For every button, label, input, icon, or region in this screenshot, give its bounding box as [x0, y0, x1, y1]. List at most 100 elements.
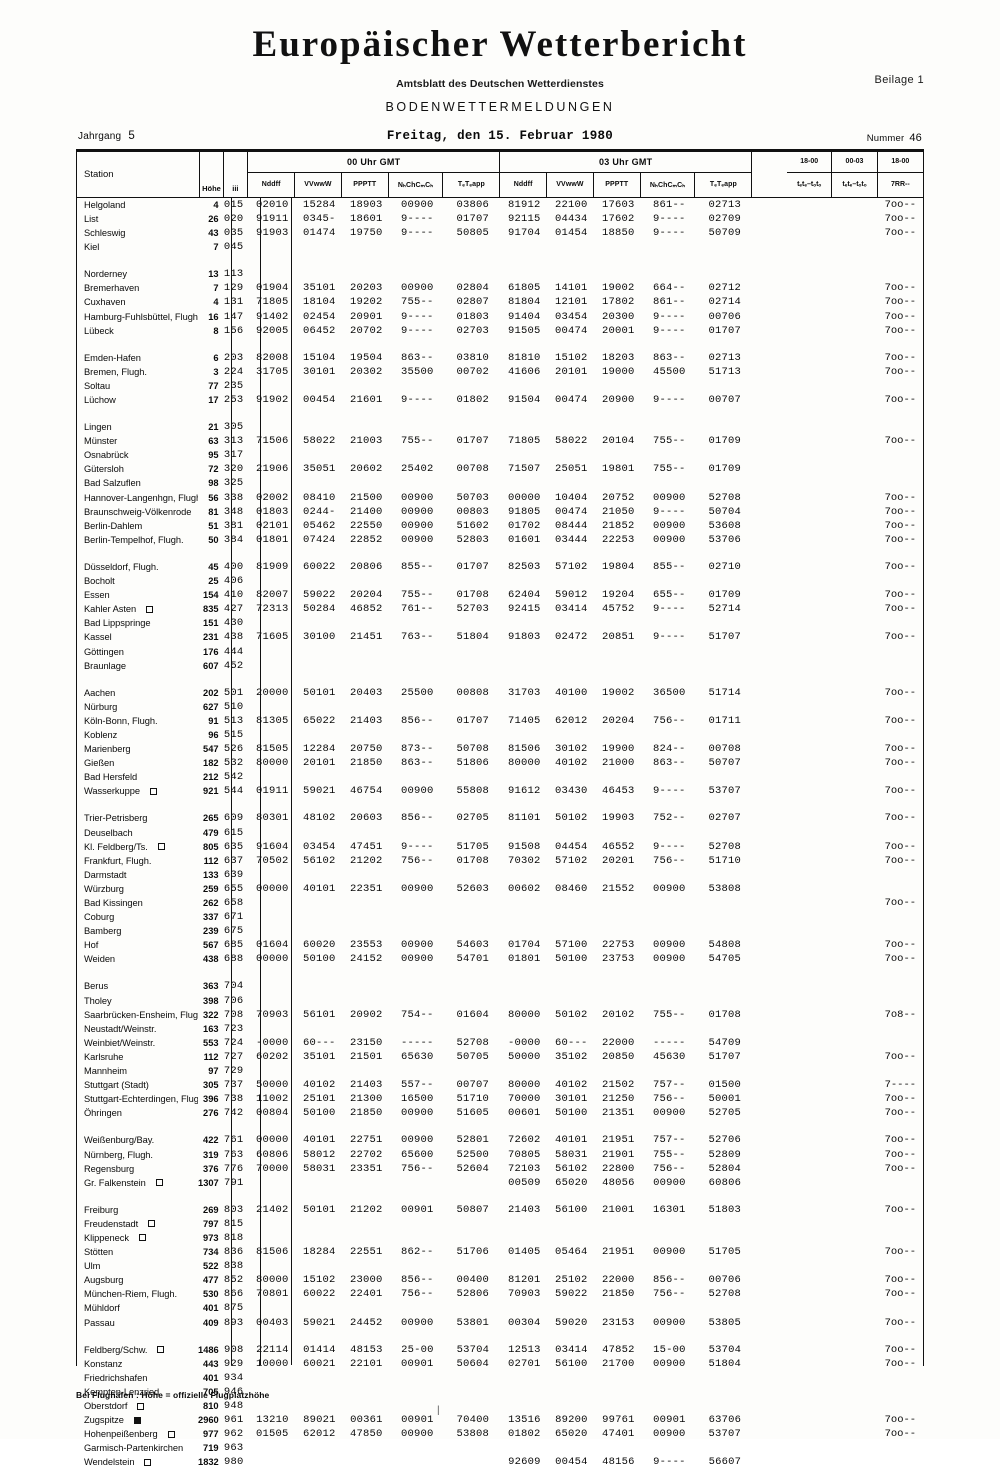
- table-row[interactable]: Hamburg-Fuhlsbüttel, Flugh. 16 147 91402 024…: [77, 310, 923, 324]
- table-row[interactable]: Saarbrücken-Ensheim, Flugh. 322 708 70903 56…: [77, 1008, 923, 1022]
- table-row[interactable]: Bad Salzuflen 98 325: [77, 476, 923, 490]
- table-row[interactable]: Lübeck 8 156 92005 06452 20702 9---- 02703 91505…: [77, 324, 923, 338]
- table-row[interactable]: Hof 567 685 01604 60020 23553 00900 54603 01704 5…: [77, 938, 923, 952]
- header-hoehe: Höhe: [200, 151, 224, 197]
- table-row[interactable]: Frankfurt, Flugh. 112 637 70502 56102 21202 75…: [77, 854, 923, 868]
- table-row[interactable]: München-Riem, Flugh. 530 866 70801 60022 2240…: [77, 1287, 923, 1301]
- summary-group: 7oo--: [787, 282, 923, 294]
- table-row[interactable]: Weiden 438 688 00000 50100 24152 00900 54701 018…: [77, 952, 923, 966]
- table-row[interactable]: Tholey 398 706: [77, 994, 923, 1008]
- table-row[interactable]: Lingen 21 305: [77, 420, 923, 434]
- table-row[interactable]: Bamberg 239 675: [77, 924, 923, 938]
- table-row[interactable]: Ulm 522 838: [77, 1259, 923, 1273]
- table-row[interactable]: Münster 63 313 71506 58022 21003 755-- 01707 718…: [77, 434, 923, 448]
- table-row[interactable]: Stötten 734 836 81506 18284 22551 862-- 51706 01…: [77, 1245, 923, 1259]
- table-row[interactable]: Kahler Asten 835 427 72313 50284 46852 761-- 52…: [77, 602, 923, 616]
- table-row[interactable]: Bremen, Flugh. 3 224 31705 30101 20302 35500 00…: [77, 365, 923, 379]
- table-row[interactable]: Koblenz 96 515: [77, 728, 923, 742]
- obs-00-group: 31705 30101 20302 35500 00702: [249, 366, 501, 378]
- table-row[interactable]: Stuttgart-Echterdingen, Flugh. 396 738 1100…: [77, 1092, 923, 1106]
- table-row[interactable]: Weinbiet/Weinstr. 553 724 -0000 60--- 23150 --…: [77, 1036, 923, 1050]
- table-row[interactable]: Bad Lippspringe 151 430: [77, 616, 923, 630]
- table-row[interactable]: Osnabrück 95 317: [77, 448, 923, 462]
- table-row[interactable]: Öhringen 276 742 00804 50100 21850 00900 51605 0…: [77, 1106, 923, 1120]
- table-row[interactable]: Bad Hersfeld 212 542: [77, 770, 923, 784]
- table-row[interactable]: Kempten-Lenzried 705 946: [77, 1385, 923, 1399]
- table-row[interactable]: Düsseldorf, Flugh. 45 400 81909 60022 20806 85…: [77, 560, 923, 574]
- table-row[interactable]: Köln-Bonn, Flugh. 91 513 81305 65022 21403 856…: [77, 714, 923, 728]
- station-label: Bad Kissingen: [84, 898, 143, 909]
- table-row[interactable]: Wasserkuppe 921 544 01911 59021 46754 00900 558…: [77, 784, 923, 798]
- obs-03-cell: 57102: [555, 560, 588, 573]
- obs-03-cell: 22753: [602, 939, 635, 952]
- table-row[interactable]: Kassel 231 438 71605 30100 21451 763-- 51804 918…: [77, 630, 923, 644]
- table-row[interactable]: Gr. Falkenstein 1307 791 00509 65020 48056 009…: [77, 1176, 923, 1190]
- table-row[interactable]: Regensburg 376 776 70000 58031 23351 756-- 5260…: [77, 1162, 923, 1176]
- table-row[interactable]: Nürnberg, Flugh. 319 763 60806 58012 22702 656…: [77, 1147, 923, 1161]
- station-label: Helgoland: [84, 199, 126, 210]
- table-row[interactable]: Augsburg 477 852 80000 15102 23000 856-- 00400 8…: [77, 1273, 923, 1287]
- table-row[interactable]: Schleswig 43 035 91903 01474 19750 9---- 50805 9…: [77, 226, 923, 240]
- table-row[interactable]: Klippeneck 973 818: [77, 1231, 923, 1245]
- station-index: 410: [223, 589, 244, 602]
- table-row[interactable]: Gießen 182 532 80000 20101 21850 863-- 51806 800…: [77, 756, 923, 770]
- table-row[interactable]: Friedrichshafen 401 934: [77, 1371, 923, 1385]
- table-row[interactable]: Berus 363 704: [77, 979, 923, 993]
- station-block: Helgoland 4 015 02010 15284 18903 00900 03806 81…: [77, 198, 923, 254]
- table-row[interactable]: Aachen 202 501 20000 50101 20403 25500 00808 317…: [77, 686, 923, 700]
- table-row[interactable]: Berlin-Tempelhof, Flugh. 50 384 01801 07424 2…: [77, 533, 923, 547]
- table-row[interactable]: Essen 154 410 82007 59022 20204 755-- 01708 6240…: [77, 588, 923, 602]
- obs-03-cell: 59022: [555, 1288, 588, 1301]
- table-row[interactable]: Zugspitze 2960 961 13210 89021 00361 00901 7040…: [77, 1413, 923, 1427]
- table-row[interactable]: Berlin-Dahlem 51 381 02101 05462 22550 00900 51…: [77, 519, 923, 533]
- table-row[interactable]: Trier-Petrisberg 265 609 80301 48102 20603 856…: [77, 811, 923, 825]
- table-row[interactable]: Helgoland 4 015 02010 15284 18903 00900 03806 81…: [77, 198, 923, 212]
- table-row[interactable]: Bad Kissingen 262 658 7oo--: [77, 896, 923, 910]
- table-row[interactable]: Darmstadt 133 639: [77, 868, 923, 882]
- table-row[interactable]: Neustadt/Weinstr. 163 723: [77, 1022, 923, 1036]
- table-row[interactable]: Gütersloh 72 320 21906 35051 20602 25402 00708 7…: [77, 462, 923, 476]
- table-row[interactable]: Coburg 337 671: [77, 910, 923, 924]
- table-row[interactable]: Braunschweig-Völkenrode 81 348 01803 0244- 21…: [77, 505, 923, 519]
- table-row[interactable]: Hannover-Langenhgn, Flugh. 56 338 02002 0841…: [77, 491, 923, 505]
- table-row[interactable]: Stuttgart (Stadt) 305 737 50000 40102 21403 55…: [77, 1078, 923, 1092]
- table-row[interactable]: Garmisch-Partenkirchen 719 963: [77, 1441, 923, 1455]
- table-row[interactable]: Kl. Feldberg/Ts. 805 635 91604 03454 47451 9--…: [77, 840, 923, 854]
- table-row[interactable]: Mannheim 97 729: [77, 1064, 923, 1078]
- obs-03-cell: 21001: [602, 1203, 635, 1216]
- table-row[interactable]: Passau 409 893 00403 59021 24452 00900 53801 003…: [77, 1316, 923, 1330]
- obs-00-cell: 65630: [401, 1050, 434, 1063]
- table-row[interactable]: Soltau 77 235: [77, 379, 923, 393]
- table-row[interactable]: Karlsruhe 112 727 60202 35101 21501 65630 50705…: [77, 1050, 923, 1064]
- table-row[interactable]: Freiburg 269 803 21402 50101 21202 00901 50807 2…: [77, 1203, 923, 1217]
- table-row[interactable]: Braunlage 607 452: [77, 659, 923, 673]
- table-row[interactable]: Wendelstein 1832 980 92609 00454 48156 9---- 56…: [77, 1455, 923, 1469]
- table-row[interactable]: Bocholt 25 406: [77, 574, 923, 588]
- table-row[interactable]: Lüchow 17 253 91902 00454 21601 9---- 01802 9150…: [77, 393, 923, 407]
- table-row[interactable]: Deuselbach 479 615: [77, 826, 923, 840]
- table-row[interactable]: Kiel 7 045: [77, 240, 923, 254]
- station-name-cell: Stötten: [77, 1247, 198, 1257]
- station-index: 934: [223, 1371, 244, 1384]
- table-row[interactable]: Weißenburg/Bay. 422 761 00000 40101 22751 0090…: [77, 1133, 923, 1147]
- table-row[interactable]: Mühldorf 401 875: [77, 1301, 923, 1315]
- table-row[interactable]: Freudenstadt 797 815: [77, 1217, 923, 1231]
- table-row[interactable]: Feldberg/Schw. 1486 908 22114 01414 48153 25-0…: [77, 1343, 923, 1357]
- table-row[interactable]: Konstanz 443 929 10000 60021 22101 00901 50604 0…: [77, 1357, 923, 1371]
- table-row[interactable]: Emden-Hafen 6 203 82008 15104 19504 863-- 03810…: [77, 351, 923, 365]
- table-row[interactable]: Oberstdorf 810 948: [77, 1399, 923, 1413]
- station-altitude: 133: [203, 869, 219, 880]
- obs-03-cell: 62404: [508, 589, 541, 602]
- table-row[interactable]: Marienberg 547 526 81505 12284 20750 873-- 5070…: [77, 742, 923, 756]
- summary-cell: [832, 1288, 877, 1300]
- table-row[interactable]: Cuxhaven 4 131 71805 18104 19202 755-- 02807 818…: [77, 295, 923, 309]
- table-row[interactable]: Bremerhaven 7 129 01904 35101 20203 00900 02804…: [77, 281, 923, 295]
- table-row[interactable]: Würzburg 259 655 00000 40101 22351 00900 52603 0…: [77, 882, 923, 896]
- station-label: Saarbrücken-Ensheim, Flugh.: [84, 1009, 199, 1020]
- table-row[interactable]: List 26 020 91911 0345- 18601 9---- 01707 92115 0…: [77, 212, 923, 226]
- table-row[interactable]: Hohenpeißenberg 977 962 01505 62012 47850 0090…: [77, 1427, 923, 1441]
- table-row[interactable]: Norderney 13 113: [77, 267, 923, 281]
- table-row[interactable]: Nürburg 627 510: [77, 700, 923, 714]
- station-altitude: 77: [208, 380, 219, 391]
- table-row[interactable]: Göttingen 176 444: [77, 644, 923, 658]
